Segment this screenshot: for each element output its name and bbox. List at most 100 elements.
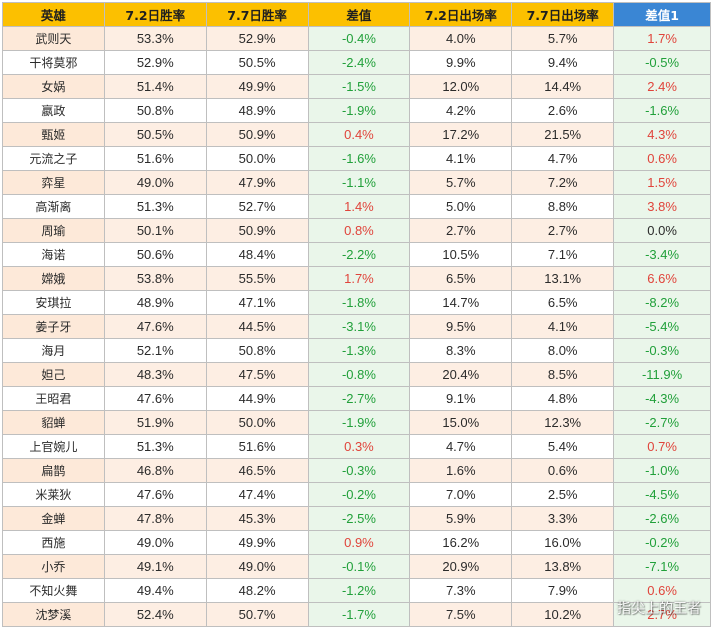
pickrate-diff-cell: 2.7% [613,602,711,627]
winrate-diff-cell: -2.2% [307,242,411,267]
pickrate-0707-cell: 4.7% [511,146,615,171]
winrate-0707-cell: 49.9% [205,74,309,99]
winrate-0707-cell: 44.5% [205,314,309,339]
pickrate-0707-cell: 3.3% [511,506,615,531]
table-row: 王昭君 47.6% 44.9% -2.7% 9.1% 4.8% -4.3% [2,386,711,411]
pickrate-0702-cell: 5.0% [409,194,513,219]
pickrate-0707-cell: 8.0% [511,338,615,363]
pickrate-diff-cell: 0.7% [613,434,711,459]
table-row: 姜子牙 47.6% 44.5% -3.1% 9.5% 4.1% -5.4% [2,314,711,339]
table-row: 元流之子 51.6% 50.0% -1.6% 4.1% 4.7% 0.6% [2,146,711,171]
pickrate-0702-cell: 8.3% [409,338,513,363]
winrate-diff-cell: -1.8% [307,290,411,315]
winrate-diff-cell: -0.2% [307,482,411,507]
pickrate-diff-cell: -2.6% [613,506,711,531]
hero-name-cell: 安琪拉 [2,290,105,315]
winrate-0702-cell: 52.4% [103,602,207,627]
hero-name-cell: 海诺 [2,242,105,267]
winrate-0707-cell: 47.4% [205,482,309,507]
winrate-0702-cell: 47.6% [103,386,207,411]
winrate-0707-cell: 52.7% [205,194,309,219]
pickrate-diff-cell: -5.4% [613,314,711,339]
pickrate-0702-cell: 9.1% [409,386,513,411]
pickrate-0702-cell: 4.0% [409,26,513,51]
pickrate-diff-cell: -4.3% [613,386,711,411]
winrate-0707-cell: 46.5% [205,458,309,483]
winrate-diff-cell: -0.3% [307,458,411,483]
hero-name-cell: 王昭君 [2,386,105,411]
winrate-diff-cell: -1.2% [307,578,411,603]
winrate-0707-cell: 50.5% [205,50,309,75]
winrate-diff-cell: -1.9% [307,98,411,123]
winrate-diff-cell: -1.5% [307,74,411,99]
winrate-0707-cell: 50.9% [205,218,309,243]
table-row: 武则天 53.3% 52.9% -0.4% 4.0% 5.7% 1.7% [2,26,711,51]
hero-name-cell: 高渐离 [2,194,105,219]
winrate-0702-cell: 49.1% [103,554,207,579]
table-row: 上官婉儿 51.3% 51.6% 0.3% 4.7% 5.4% 0.7% [2,434,711,459]
hero-name-cell: 貂蝉 [2,410,105,435]
winrate-diff-cell: -0.4% [307,26,411,51]
hero-name-cell: 上官婉儿 [2,434,105,459]
hero-name-cell: 沈梦溪 [2,602,105,627]
winrate-0707-cell: 48.4% [205,242,309,267]
table-row: 海诺 50.6% 48.4% -2.2% 10.5% 7.1% -3.4% [2,242,711,267]
winrate-0707-cell: 50.9% [205,122,309,147]
hero-name-cell: 小乔 [2,554,105,579]
pickrate-0702-cell: 10.5% [409,242,513,267]
winrate-diff-cell: -1.1% [307,170,411,195]
pickrate-0707-cell: 13.8% [511,554,615,579]
pickrate-diff-cell: 3.8% [613,194,711,219]
winrate-0707-cell: 50.0% [205,410,309,435]
pickrate-diff-cell: 4.3% [613,122,711,147]
pickrate-diff-cell: 1.5% [613,170,711,195]
table-row: 扁鹊 46.8% 46.5% -0.3% 1.6% 0.6% -1.0% [2,458,711,483]
hero-name-cell: 海月 [2,338,105,363]
table-row: 嫦娥 53.8% 55.5% 1.7% 6.5% 13.1% 6.6% [2,266,711,291]
winrate-0707-cell: 51.6% [205,434,309,459]
winrate-diff-cell: 1.7% [307,266,411,291]
winrate-0707-cell: 47.9% [205,170,309,195]
pickrate-0707-cell: 12.3% [511,410,615,435]
winrate-0702-cell: 50.6% [103,242,207,267]
winrate-0702-cell: 51.4% [103,74,207,99]
winrate-0702-cell: 53.3% [103,26,207,51]
pickrate-0707-cell: 8.8% [511,194,615,219]
table-row: 米莱狄 47.6% 47.4% -0.2% 7.0% 2.5% -4.5% [2,482,711,507]
table-row: 西施 49.0% 49.9% 0.9% 16.2% 16.0% -0.2% [2,530,711,555]
pickrate-0702-cell: 17.2% [409,122,513,147]
winrate-0707-cell: 45.3% [205,506,309,531]
pickrate-0702-cell: 20.4% [409,362,513,387]
pickrate-0702-cell: 5.9% [409,506,513,531]
winrate-0707-cell: 49.9% [205,530,309,555]
pickrate-0702-cell: 2.7% [409,218,513,243]
pickrate-diff-cell: -0.3% [613,338,711,363]
winrate-0707-cell: 44.9% [205,386,309,411]
winrate-0707-cell: 50.7% [205,602,309,627]
table-row: 高渐离 51.3% 52.7% 1.4% 5.0% 8.8% 3.8% [2,194,711,219]
pickrate-diff-cell: -3.4% [613,242,711,267]
pickrate-0707-cell: 2.6% [511,98,615,123]
pickrate-0702-cell: 1.6% [409,458,513,483]
header-pickrate-0702: 7.2日出场率 [409,2,513,27]
winrate-0702-cell: 52.9% [103,50,207,75]
pickrate-diff-cell: 0.6% [613,146,711,171]
hero-name-cell: 不知火舞 [2,578,105,603]
winrate-diff-cell: 0.3% [307,434,411,459]
header-pickrate-diff: 差值1 [613,2,711,27]
table-row: 不知火舞 49.4% 48.2% -1.2% 7.3% 7.9% 0.6% [2,578,711,603]
winrate-diff-cell: -2.7% [307,386,411,411]
winrate-diff-cell: 0.8% [307,218,411,243]
pickrate-0707-cell: 5.7% [511,26,615,51]
winrate-0702-cell: 48.3% [103,362,207,387]
pickrate-0707-cell: 21.5% [511,122,615,147]
winrate-0702-cell: 47.8% [103,506,207,531]
table-row: 金蝉 47.8% 45.3% -2.5% 5.9% 3.3% -2.6% [2,506,711,531]
winrate-diff-cell: -3.1% [307,314,411,339]
pickrate-0707-cell: 2.5% [511,482,615,507]
winrate-0707-cell: 49.0% [205,554,309,579]
pickrate-diff-cell: -7.1% [613,554,711,579]
header-pickrate-0707: 7.7日出场率 [511,2,615,27]
winrate-0702-cell: 51.3% [103,434,207,459]
hero-name-cell: 女娲 [2,74,105,99]
